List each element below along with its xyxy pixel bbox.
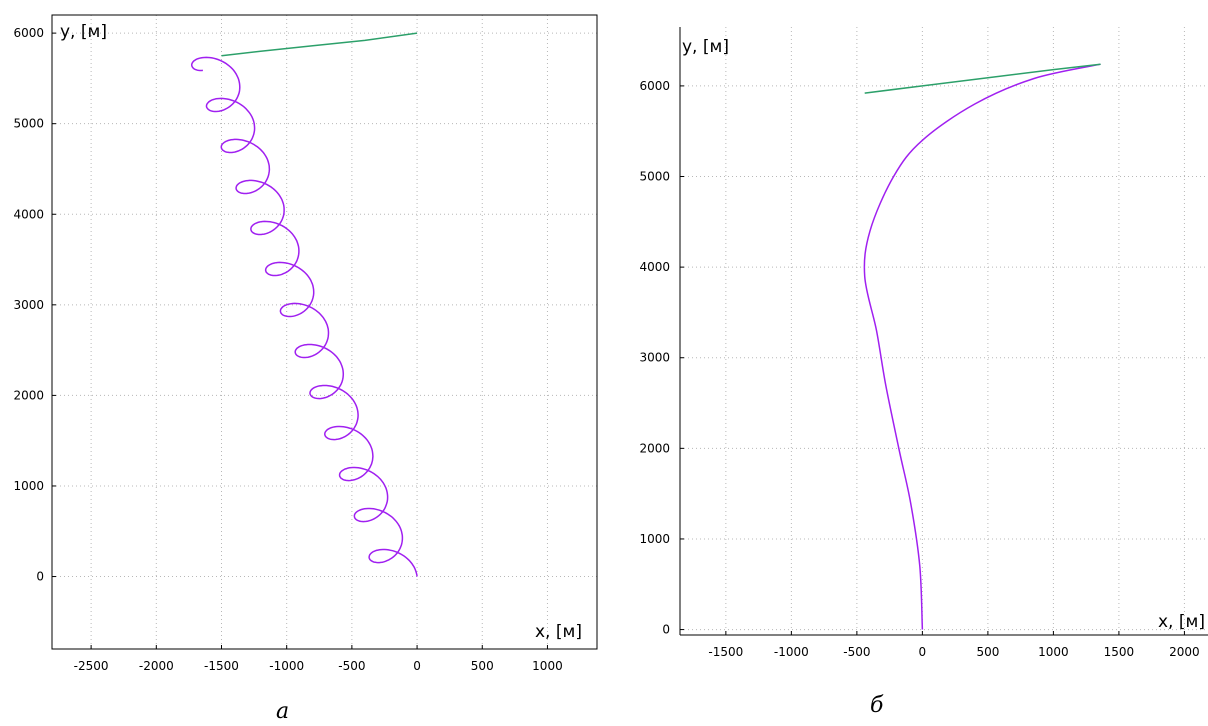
tick-label-x: 0 (413, 659, 421, 673)
grid-a (52, 15, 597, 649)
ylabel-a: y, [м] (60, 22, 107, 42)
trajectory-purple-a (190, 56, 418, 577)
trajectory-green-a (221, 32, 418, 57)
tick-label-y: 1000 (639, 532, 670, 546)
tick-label-x: -2000 (139, 659, 174, 673)
ticks-a: -2500 -2000 -1500 -1000 -500 0 500 1000 0 1000 200… (13, 26, 562, 673)
tick-label-x: 0 (919, 645, 927, 659)
panel-b: -1500 -1000 -500 0 500 1000 1500 2000 0 1000 2000 3… (639, 27, 1208, 718)
grid-b (680, 27, 1208, 635)
tick-label-x: 500 (471, 659, 494, 673)
tick-label-y: 4000 (639, 260, 670, 274)
tick-label-x: 1500 (1104, 645, 1135, 659)
tick-label-y: 6000 (639, 79, 670, 93)
panel-a: -2500 -2000 -1500 -1000 -500 0 500 1000 0 1000 200… (13, 14, 598, 724)
tick-label-x: -1500 (204, 659, 239, 673)
tick-label-x: -500 (338, 659, 365, 673)
tick-label-x: 2000 (1169, 645, 1200, 659)
plot-frame-a (51, 14, 598, 650)
tick-label-y: 2000 (639, 441, 670, 455)
tick-label-x: -2500 (74, 659, 109, 673)
tick-label-x: -1000 (269, 659, 304, 673)
tick-label-y: 1000 (13, 479, 44, 493)
xlabel-b: x, [м] (1158, 612, 1205, 632)
tick-label-x: -1500 (708, 645, 743, 659)
tick-label-x: 1000 (1038, 645, 1069, 659)
tick-label-y: 5000 (639, 170, 670, 184)
tick-label-x: -1000 (774, 645, 809, 659)
tick-label-y: 3000 (13, 298, 44, 312)
trajectory-green-b (864, 63, 1101, 94)
caption-a: a (276, 699, 289, 724)
xlabel-a: x, [м] (535, 622, 582, 642)
tick-label-y: 3000 (639, 351, 670, 365)
tick-label-y: 5000 (13, 117, 44, 131)
trajectory-purple-b (863, 63, 1101, 630)
tick-label-x: 500 (976, 645, 999, 659)
tick-label-y: 4000 (13, 207, 44, 221)
tick-label-y: 0 (662, 623, 670, 637)
ticks-b: -1500 -1000 -500 0 500 1000 1500 2000 0 1000 2000 3… (639, 79, 1199, 659)
caption-b: б (870, 693, 884, 718)
tick-label-x: 1000 (532, 659, 563, 673)
tick-label-x: -500 (843, 645, 870, 659)
tick-label-y: 0 (36, 570, 44, 584)
tick-label-y: 6000 (13, 26, 44, 40)
tick-label-y: 2000 (13, 388, 44, 402)
ylabel-b: y, [м] (682, 37, 729, 57)
